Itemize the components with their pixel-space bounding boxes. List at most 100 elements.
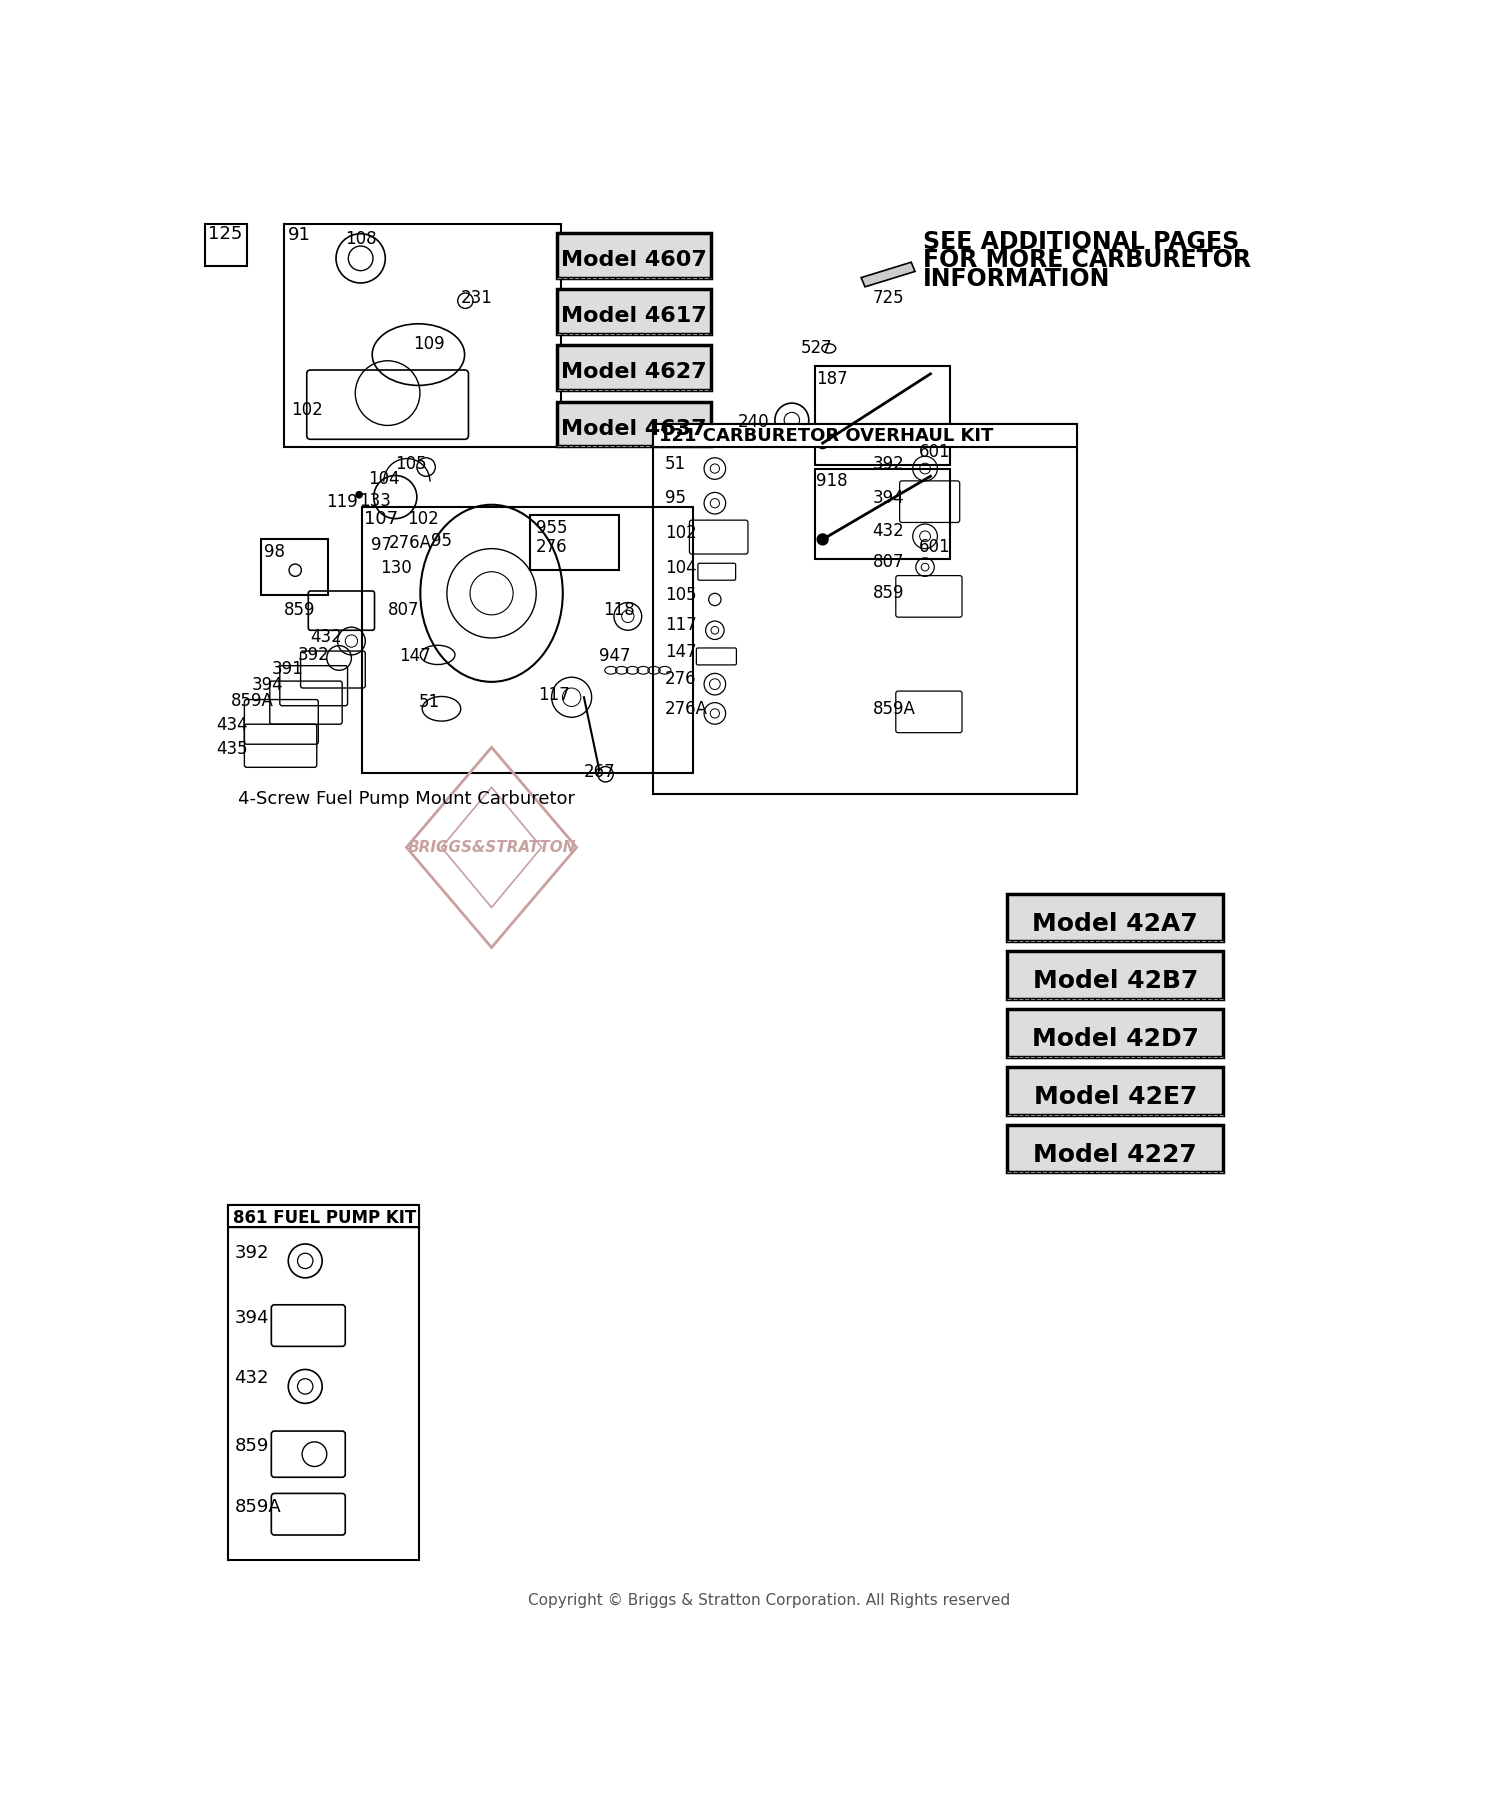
Bar xyxy=(654,425,1077,446)
Text: 276: 276 xyxy=(664,670,696,688)
Bar xyxy=(1008,1067,1222,1114)
Text: 117: 117 xyxy=(664,616,696,634)
Text: Model 4607: Model 4607 xyxy=(561,250,706,270)
Text: 133: 133 xyxy=(358,491,392,509)
Text: 432: 432 xyxy=(234,1370,268,1388)
Text: 118: 118 xyxy=(603,601,634,619)
Text: 392: 392 xyxy=(297,646,330,664)
Text: 276: 276 xyxy=(536,538,568,556)
Circle shape xyxy=(816,533,830,545)
Text: FOR MORE CARBURETOR: FOR MORE CARBURETOR xyxy=(922,248,1251,272)
Bar xyxy=(228,1206,419,1228)
Text: 947: 947 xyxy=(600,648,632,666)
Text: 95: 95 xyxy=(432,531,453,549)
Text: 267: 267 xyxy=(584,763,615,781)
Text: 119: 119 xyxy=(326,493,357,511)
Text: 102: 102 xyxy=(664,524,696,542)
Text: 601: 601 xyxy=(920,538,951,556)
Bar xyxy=(1008,1010,1222,1057)
Text: 435: 435 xyxy=(216,740,248,758)
Text: Model 42D7: Model 42D7 xyxy=(1032,1028,1199,1051)
Text: 4-Screw Fuel Pump Mount Carburetor: 4-Screw Fuel Pump Mount Carburetor xyxy=(238,790,576,808)
Text: Model 42B7: Model 42B7 xyxy=(1032,970,1199,994)
Text: 109: 109 xyxy=(413,335,444,353)
Text: 51: 51 xyxy=(419,693,440,711)
Text: 104: 104 xyxy=(664,558,696,576)
Bar xyxy=(1008,893,1222,941)
Text: 107: 107 xyxy=(364,509,399,527)
Text: 276A: 276A xyxy=(664,700,708,718)
Bar xyxy=(1008,952,1222,999)
Text: 861 FUEL PUMP KIT: 861 FUEL PUMP KIT xyxy=(232,1208,416,1226)
Text: Model 4627: Model 4627 xyxy=(561,362,706,382)
Text: 807: 807 xyxy=(873,553,904,571)
Text: 859A: 859A xyxy=(231,691,274,709)
Bar xyxy=(654,425,1077,794)
Text: 859: 859 xyxy=(873,583,904,601)
Bar xyxy=(530,515,618,571)
Text: 105: 105 xyxy=(396,455,427,473)
Text: 434: 434 xyxy=(216,716,248,734)
Text: 394: 394 xyxy=(252,677,284,695)
Text: 104: 104 xyxy=(369,470,400,488)
Text: 859A: 859A xyxy=(873,700,915,718)
Text: 955: 955 xyxy=(536,518,567,536)
Text: BRIGGS&STRATTON: BRIGGS&STRATTON xyxy=(408,841,576,855)
Bar xyxy=(556,401,711,446)
Text: 392: 392 xyxy=(873,455,904,473)
Bar xyxy=(206,223,248,266)
Text: Model 4227: Model 4227 xyxy=(1034,1143,1197,1166)
Text: 102: 102 xyxy=(291,401,322,419)
Text: 130: 130 xyxy=(380,558,411,576)
Text: Model 4637: Model 4637 xyxy=(561,419,706,439)
Text: 97: 97 xyxy=(370,536,392,554)
Bar xyxy=(556,290,711,333)
Text: 725: 725 xyxy=(873,290,904,308)
Text: 394: 394 xyxy=(234,1309,268,1327)
Text: INFORMATION: INFORMATION xyxy=(922,266,1110,292)
Text: 601: 601 xyxy=(920,443,951,461)
Text: Model 42E7: Model 42E7 xyxy=(1034,1085,1197,1109)
Text: 240: 240 xyxy=(738,414,770,432)
Text: Model 42A7: Model 42A7 xyxy=(1032,911,1199,936)
Text: 859: 859 xyxy=(234,1436,268,1454)
Bar xyxy=(815,365,950,464)
Text: 105: 105 xyxy=(664,585,696,603)
Bar xyxy=(815,468,950,560)
Text: SEE ADDITIONAL PAGES: SEE ADDITIONAL PAGES xyxy=(922,230,1239,254)
Text: 121 CARBURETOR OVERHAUL KIT: 121 CARBURETOR OVERHAUL KIT xyxy=(660,427,994,445)
Text: 807: 807 xyxy=(387,601,418,619)
Text: 391: 391 xyxy=(272,661,304,679)
Text: 95: 95 xyxy=(664,490,686,508)
Text: 231: 231 xyxy=(460,290,492,308)
Text: 187: 187 xyxy=(816,371,848,389)
Text: 102: 102 xyxy=(406,509,438,527)
Text: 918: 918 xyxy=(816,472,848,490)
Bar xyxy=(556,346,711,391)
Polygon shape xyxy=(861,263,915,286)
Text: 859A: 859A xyxy=(234,1498,280,1516)
Text: Model 4617: Model 4617 xyxy=(561,306,706,326)
Circle shape xyxy=(816,437,830,450)
Text: 147: 147 xyxy=(399,648,430,666)
Text: 91: 91 xyxy=(288,227,310,245)
Text: 51: 51 xyxy=(664,455,686,473)
Text: 117: 117 xyxy=(537,686,570,704)
Bar xyxy=(228,1206,419,1559)
Bar xyxy=(261,540,328,594)
Text: 98: 98 xyxy=(264,544,285,562)
Text: Copyright © Briggs & Stratton Corporation. All Rights reserved: Copyright © Briggs & Stratton Corporatio… xyxy=(528,1593,1010,1607)
Text: 392: 392 xyxy=(234,1244,268,1262)
Text: 125: 125 xyxy=(209,225,243,243)
Text: 432: 432 xyxy=(310,628,342,646)
Text: 527: 527 xyxy=(801,338,832,356)
Bar xyxy=(362,508,693,772)
Text: 394: 394 xyxy=(873,490,904,508)
Bar xyxy=(556,232,711,277)
Bar xyxy=(284,223,561,446)
Circle shape xyxy=(356,491,363,499)
Bar xyxy=(1008,1125,1222,1172)
Text: 108: 108 xyxy=(345,230,376,248)
Text: 859: 859 xyxy=(284,601,315,619)
Text: 432: 432 xyxy=(873,522,904,540)
